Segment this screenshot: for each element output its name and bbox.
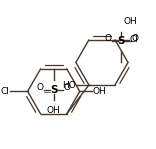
Text: OH: OH [47,105,61,114]
Text: S: S [118,36,125,46]
Text: OH: OH [123,17,137,26]
Text: OH: OH [93,87,107,96]
Text: Cl: Cl [0,87,9,96]
Text: O: O [37,83,44,92]
Text: Cl: Cl [130,35,139,44]
Text: O: O [64,83,71,92]
Text: HO: HO [62,80,76,90]
Text: S: S [50,85,57,95]
Text: O: O [105,34,112,43]
Text: O: O [132,34,139,43]
